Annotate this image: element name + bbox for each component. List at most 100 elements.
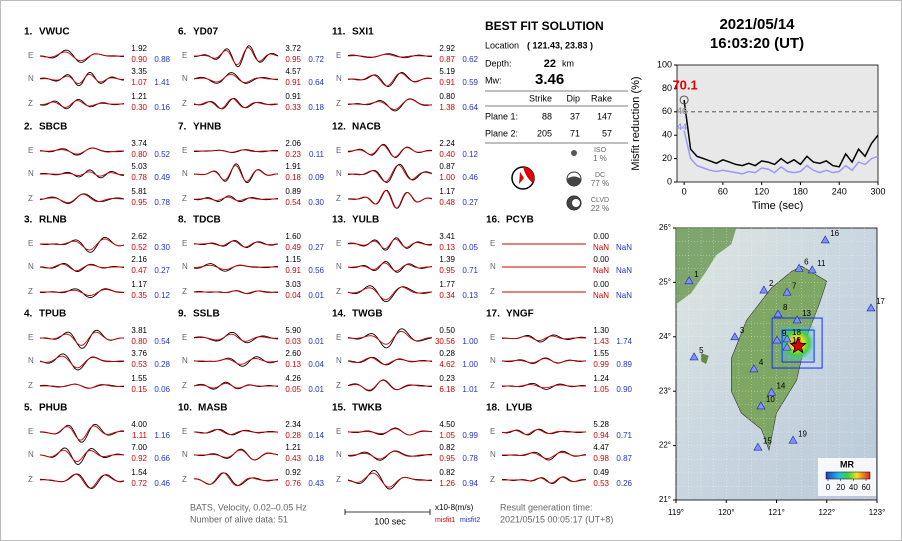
- unit-label: x10-8(m/s): [435, 503, 474, 512]
- waveform-synthetic: [193, 357, 279, 365]
- waveform-synthetic: [194, 196, 278, 202]
- misfit1: 0.80: [131, 337, 147, 346]
- waveform-synthetic: [347, 330, 432, 345]
- colorbar: [825, 471, 871, 480]
- misfit1: 1.07: [131, 78, 147, 87]
- dc-icon: [566, 171, 582, 187]
- station-label: 16: [830, 229, 839, 238]
- component-label: E: [28, 427, 33, 436]
- amplitude: 0.91: [285, 92, 301, 101]
- colorbar-tick-label: 60: [862, 483, 871, 492]
- footer-source: BATS, Velocity, 0.02–0.05 Hz: [190, 502, 307, 512]
- footer-alive: Number of alive data: 51: [190, 514, 288, 524]
- station-name: YULB: [352, 215, 379, 226]
- misfit1: 0.80: [131, 150, 147, 159]
- waveform-synthetic: [39, 449, 124, 463]
- waveform-synthetic: [501, 384, 586, 389]
- misfit2: NaN: [616, 266, 632, 275]
- component-label: Z: [336, 287, 341, 296]
- misfit2: 1.41: [154, 78, 170, 87]
- waveform-synthetic: [502, 335, 586, 342]
- y-tick-label: 100: [657, 59, 672, 69]
- waveform-observed: [347, 470, 433, 490]
- waveform-observed: [347, 237, 433, 251]
- waveform-observed: [347, 328, 433, 349]
- misfit2: 0.66: [154, 454, 170, 463]
- misfit1: 6.18: [439, 385, 455, 394]
- annotation: 44: [677, 122, 687, 132]
- component-label: E: [182, 333, 187, 342]
- misfit2: 0.71: [616, 431, 632, 440]
- waveform-synthetic: [347, 472, 433, 488]
- misfit2: 0.16: [154, 103, 170, 112]
- misfit1: 4.62: [439, 360, 455, 369]
- misfit2: 0.27: [308, 243, 324, 252]
- component-label: N: [182, 262, 188, 271]
- waveform-synthetic: [40, 100, 124, 108]
- misfit1: 0.53: [593, 479, 609, 488]
- mw: 3.46: [535, 71, 564, 88]
- colorbar-title: MR: [840, 459, 854, 469]
- amplitude: 1.21: [131, 92, 147, 101]
- x-tick-label: 120: [754, 186, 769, 196]
- waveform-synthetic: [194, 449, 279, 461]
- amplitude: 5.28: [593, 420, 609, 429]
- amplitude: 1.77: [439, 280, 455, 289]
- y-tick-label: 40: [662, 130, 672, 140]
- misfit1: 0.47: [131, 266, 147, 275]
- misfit1: 0.54: [285, 198, 301, 207]
- misfit1: 0.35: [131, 291, 147, 300]
- station-name: YHNB: [193, 122, 221, 133]
- misfit1: 0.04: [285, 291, 301, 300]
- misfit1: 0.15: [131, 385, 147, 394]
- mt-component-label: ISO: [594, 147, 607, 154]
- misfit2: 0.01: [308, 337, 324, 346]
- waveform-synthetic: [502, 476, 586, 484]
- component-label: Z: [182, 381, 187, 390]
- plane-value: 37: [570, 111, 580, 121]
- misfit2: 0.72: [308, 55, 324, 64]
- component-label: E: [336, 427, 341, 436]
- component-label: Z: [336, 381, 341, 390]
- amplitude: 0.50: [439, 326, 455, 335]
- component-label: E: [28, 51, 33, 60]
- station-name: SBCB: [39, 122, 67, 133]
- misfit2: 0.62: [462, 55, 478, 64]
- waveform-observed: [40, 447, 125, 465]
- component-label: Z: [336, 99, 341, 108]
- plane-label: Plane 1:: [485, 111, 518, 121]
- waveform-synthetic: [40, 238, 125, 251]
- station-number: 12.: [332, 122, 346, 133]
- station-name: TWKB: [352, 403, 382, 414]
- waveform-synthetic: [193, 47, 279, 66]
- component-label: N: [182, 450, 188, 459]
- amplitude: 3.41: [439, 232, 455, 241]
- component-label: E: [490, 427, 495, 436]
- component-label: N: [28, 74, 34, 83]
- station-label: 7: [792, 281, 797, 290]
- waveform-synthetic: [39, 355, 125, 369]
- station-name: YD07: [193, 27, 218, 38]
- misfit2: 0.06: [154, 385, 170, 394]
- depth-label: Depth:: [485, 58, 512, 68]
- station-name: PCYB: [506, 215, 534, 226]
- waveform-synthetic: [40, 425, 125, 441]
- amplitude: 2.24: [439, 139, 455, 148]
- station-label: 10: [766, 395, 775, 404]
- waveform-synthetic: [194, 264, 278, 271]
- misfit2: 0.78: [462, 454, 478, 463]
- y-tick-label: 20: [662, 153, 672, 163]
- misfit2: 0.99: [462, 431, 478, 440]
- misfit2: 0.30: [308, 198, 324, 207]
- waveform-synthetic: [348, 262, 432, 272]
- amplitude: 1.92: [131, 44, 147, 53]
- component-label: Z: [28, 194, 33, 203]
- y-tick-label: 0: [667, 176, 672, 186]
- station-number: 6.: [178, 27, 187, 38]
- misfit2: 0.59: [462, 78, 478, 87]
- amplitude: 1.54: [131, 468, 147, 477]
- event-time: 16:03:20 (UT): [710, 35, 804, 52]
- station-label: 2: [769, 279, 774, 288]
- component-label: N: [490, 356, 496, 365]
- station-label: 15: [763, 436, 772, 445]
